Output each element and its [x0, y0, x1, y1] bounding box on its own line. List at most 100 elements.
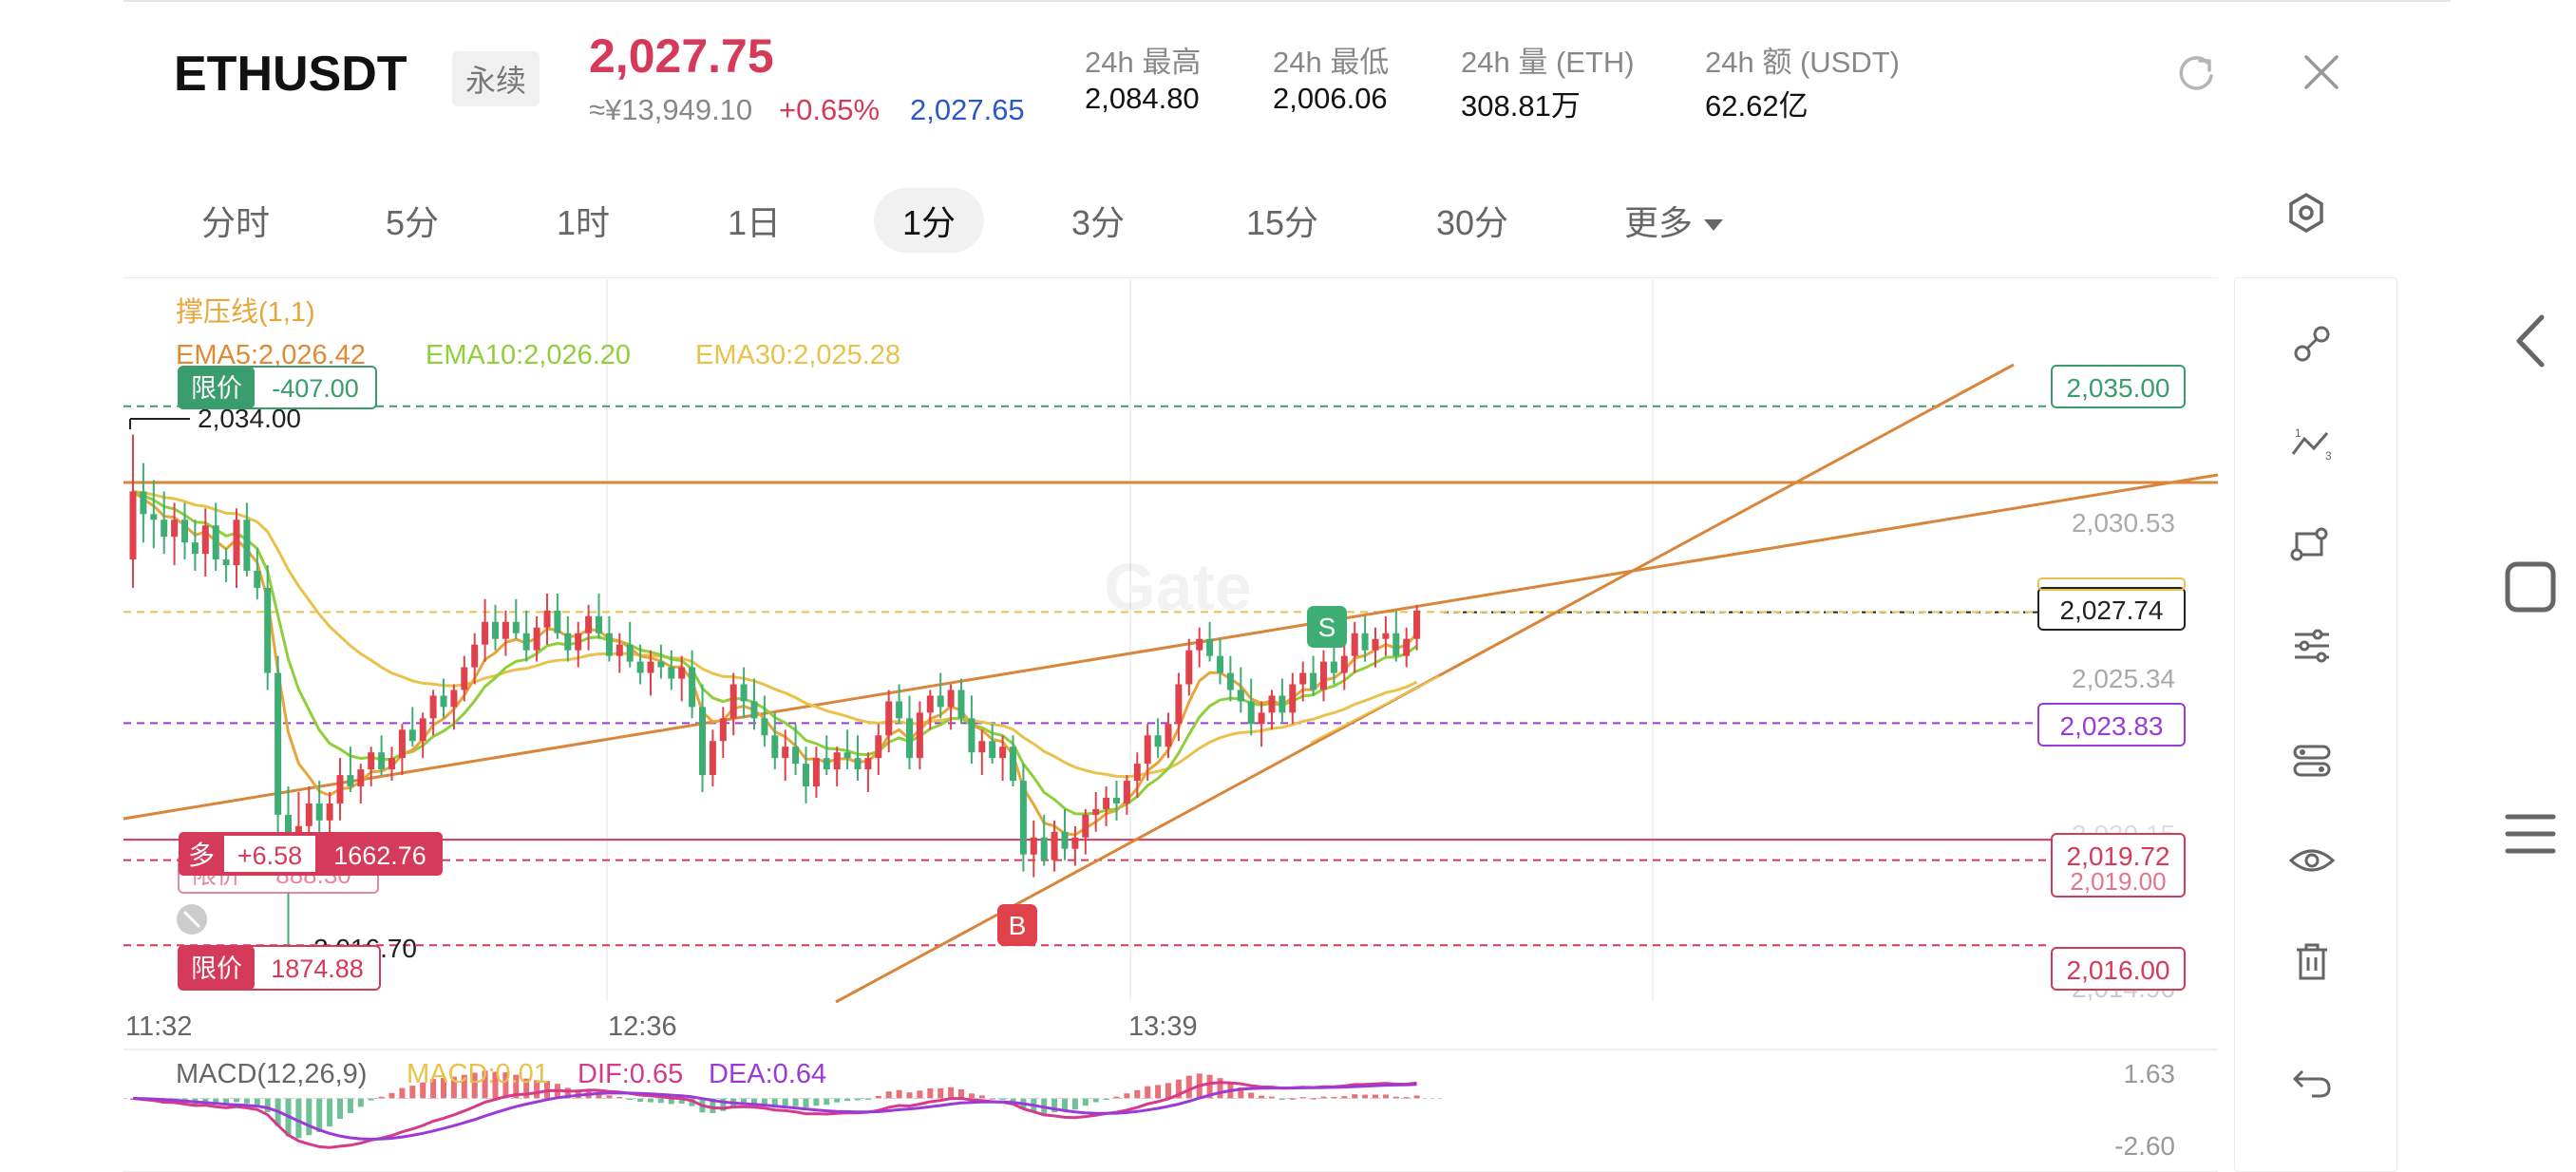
macd-axis-top: 1.63 [2124, 1059, 2176, 1088]
macd-bar [1279, 1098, 1285, 1101]
chart-settings-icon[interactable] [2278, 184, 2335, 241]
tab-1m[interactable]: 1分 [874, 188, 985, 253]
candle-body [450, 690, 458, 708]
macd-bar [1185, 1075, 1192, 1099]
candle-body [1361, 633, 1369, 651]
candle-body [585, 615, 593, 633]
macd-bar [441, 1078, 446, 1099]
order-tag-limit-sell[interactable]: 限价 -407.00 [178, 366, 377, 409]
candle-body [1226, 672, 1234, 690]
tab-5m[interactable]: 5分 [386, 203, 440, 242]
mark-price: 2,027.65 [910, 93, 1025, 126]
macd-bar [357, 1098, 364, 1107]
sr-short-line [1310, 675, 1440, 744]
candle-body [233, 520, 240, 566]
candle-body [1019, 781, 1027, 855]
tab-15m[interactable]: 15分 [1246, 203, 1319, 242]
candle-body [315, 803, 323, 821]
macd-bar [234, 1098, 239, 1103]
macd-bar [1362, 1094, 1369, 1099]
candle-body [782, 747, 789, 759]
tab-1h[interactable]: 1时 [557, 203, 611, 242]
tag-2035-box [2051, 365, 2186, 408]
ema30-legend: EMA30:2,025.28 [695, 340, 900, 370]
macd-bar [689, 1098, 695, 1106]
home-nav-icon[interactable] [2500, 557, 2561, 622]
macd-bar [492, 1071, 499, 1099]
close-icon[interactable] [2293, 44, 2350, 101]
x-tick-2: 12:36 [608, 1011, 677, 1042]
tag-2016-text[interactable]: 2,016.00 [2067, 955, 2170, 985]
macd-bar [564, 1087, 571, 1099]
macd-bar [1248, 1092, 1255, 1099]
macd-bar [1331, 1096, 1337, 1099]
macd-bar [855, 1098, 861, 1101]
hide-orders-icon[interactable] [177, 904, 207, 935]
tab-30m[interactable]: 30分 [1436, 203, 1509, 242]
trash-icon[interactable] [2283, 933, 2340, 990]
position-pnl-text: +6.58 [237, 841, 302, 870]
macd-bar [792, 1098, 799, 1106]
buy-marker[interactable]: B [997, 904, 1037, 946]
candle-body [989, 741, 996, 759]
candle-body [305, 803, 313, 826]
candle-body [750, 701, 758, 719]
tag-alert-text[interactable]: 2,023.83 [2060, 711, 2164, 741]
macd-bar [1071, 1098, 1078, 1110]
template-icon[interactable] [2283, 731, 2340, 788]
candle-body [171, 520, 179, 538]
tab-3m[interactable]: 3分 [1071, 203, 1126, 242]
ema10-legend: EMA10:2,026.20 [426, 340, 631, 370]
position-tag-long[interactable]: 多 +6.58 1662.76 [179, 832, 443, 876]
macd-panel [123, 1070, 1444, 1149]
candle-body [596, 615, 602, 633]
order-tag-limit-buy-2[interactable]: 限价 1874.88 [178, 945, 381, 991]
candle-body [1299, 672, 1307, 685]
x-tick-1: 11:32 [125, 1011, 192, 1042]
macd-bar [657, 1098, 664, 1104]
macd-bar [968, 1093, 975, 1099]
tab-timeline[interactable]: 分时 [201, 203, 271, 242]
macd-bar [938, 1087, 944, 1099]
macd-bar [1206, 1074, 1213, 1099]
tab-1d[interactable]: 1日 [728, 203, 782, 242]
recent-apps-nav-icon[interactable] [2500, 803, 2561, 869]
candle-body [1206, 638, 1214, 656]
tag-2035-text[interactable]: 2,035.00 [2067, 373, 2170, 403]
macd-bar [917, 1090, 923, 1099]
tag-current-accent [2037, 577, 2186, 591]
candle-body [1103, 797, 1110, 809]
macd-bar [461, 1074, 467, 1099]
line-tool-icon[interactable] [2278, 315, 2340, 372]
rotate-icon[interactable] [2168, 44, 2225, 101]
candle-body [129, 491, 137, 560]
macd-bar [264, 1098, 271, 1112]
eye-icon[interactable] [2283, 832, 2340, 889]
position-value-text: 1662.76 [333, 841, 426, 870]
undo-icon[interactable] [2283, 1050, 2340, 1107]
tag-2019-text[interactable]: 2,019.00 [2070, 867, 2166, 896]
tab-more[interactable]: 更多 [1596, 188, 1752, 253]
stat-volume-label: 24h 量 (ETH) [1461, 46, 1635, 79]
candle-body [926, 695, 934, 713]
back-nav-icon[interactable] [2504, 308, 2561, 379]
candle-body [408, 729, 416, 742]
channel-upper-line [123, 473, 2219, 821]
candle-body [191, 542, 199, 555]
sell-marker[interactable]: S [1307, 606, 1347, 648]
macd-bar [1413, 1095, 1420, 1099]
macd-bar [327, 1098, 333, 1127]
tag-long-text[interactable]: 2,019.72 [2067, 841, 2170, 871]
shape-tool-icon[interactable] [2278, 515, 2340, 572]
macd-bar [482, 1070, 488, 1099]
candle-body [398, 729, 406, 759]
candle-body [875, 735, 882, 759]
candle-body [740, 684, 748, 702]
macd-bar [648, 1098, 653, 1103]
symbol-title[interactable]: ETHUSDT [174, 47, 407, 102]
dea-line [132, 1083, 1417, 1141]
indicator-settings-icon[interactable] [2283, 617, 2340, 674]
dif-value: DIF:0.65 [578, 1059, 683, 1089]
